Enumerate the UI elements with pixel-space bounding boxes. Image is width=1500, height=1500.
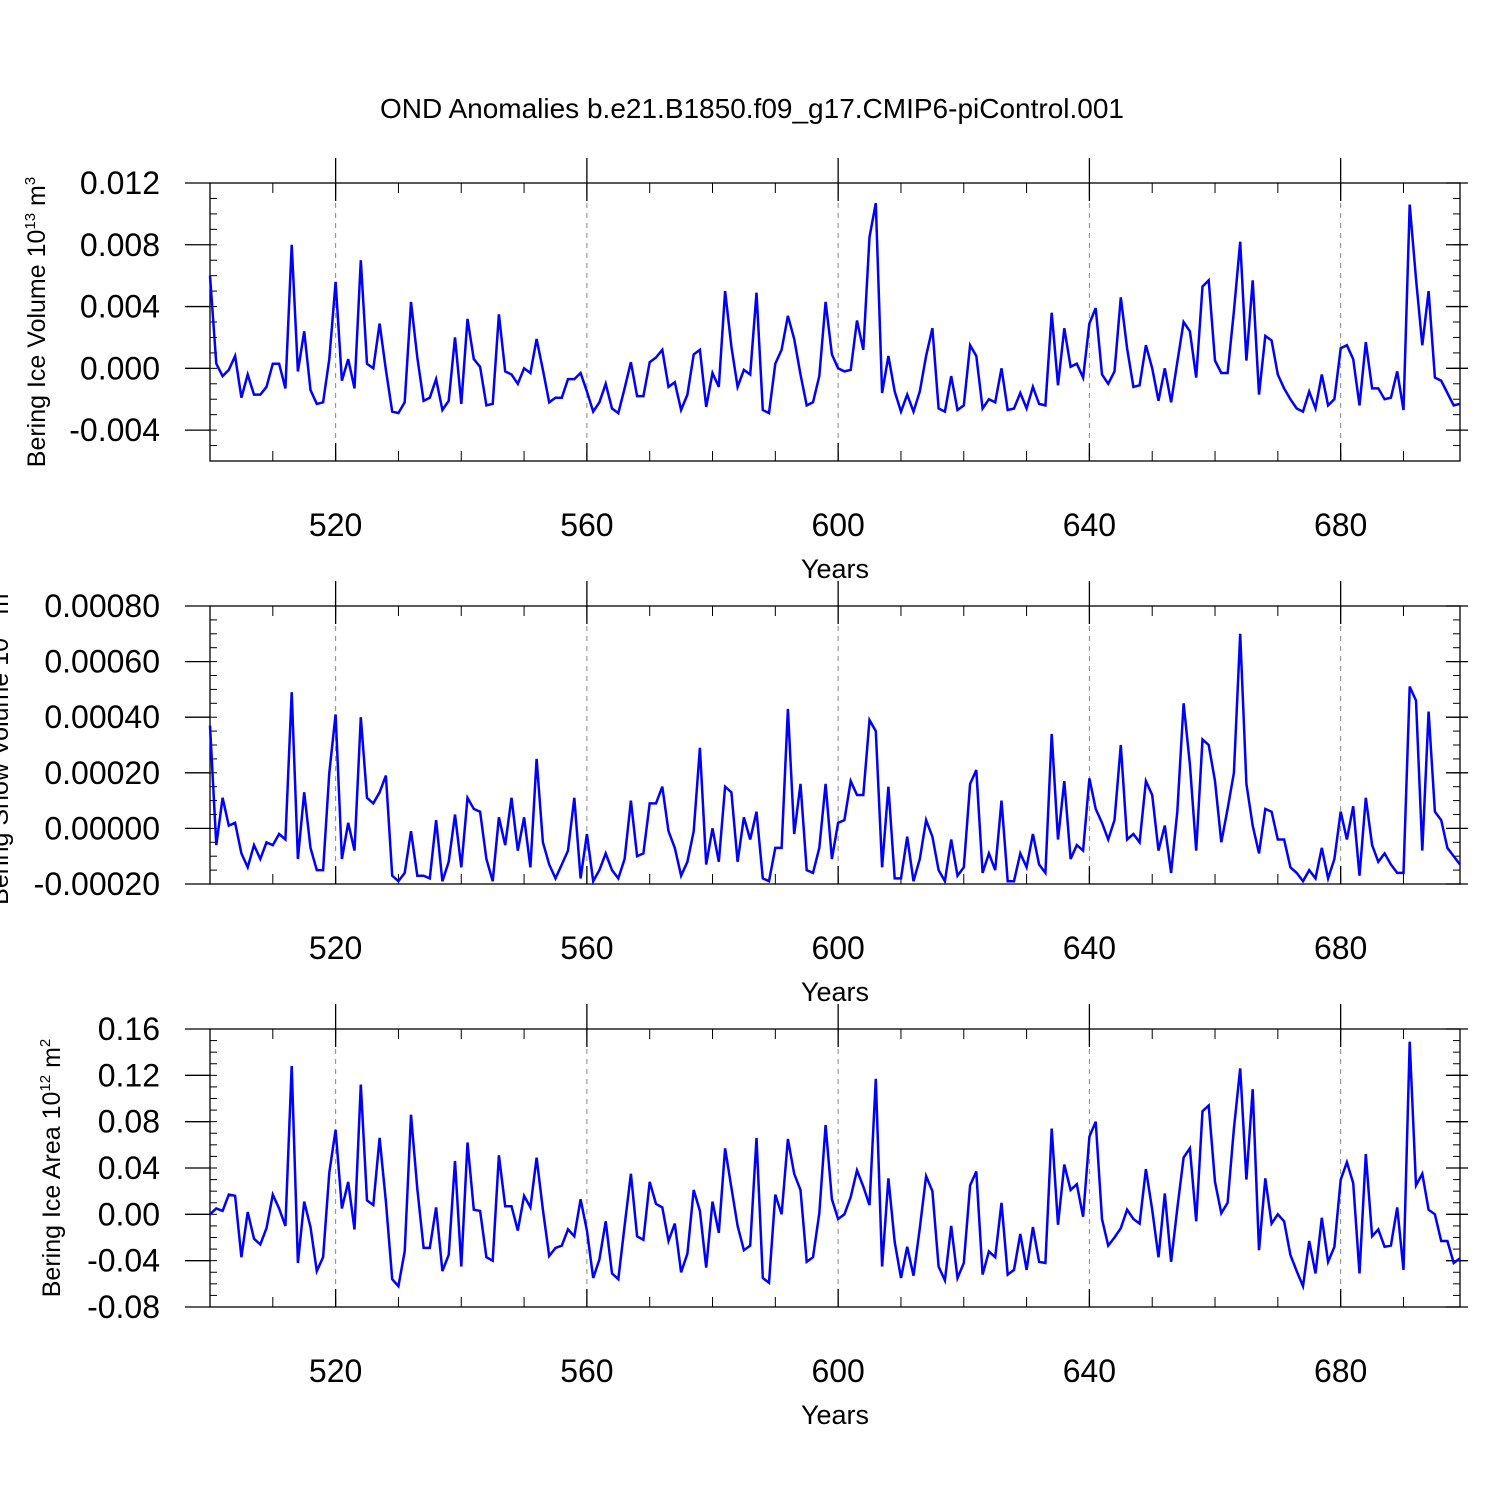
snow-volume-x-tick-label: 560 xyxy=(560,930,613,966)
ice-area-y-tick-label: 0.12 xyxy=(98,1057,160,1093)
ice-area-y-tick-label: -0.08 xyxy=(87,1289,160,1325)
ice-volume-y-tick-label: 0.008 xyxy=(80,227,160,263)
snow-volume-y-axis-label: Bering Snow Volume 1013 m3 xyxy=(0,585,14,905)
snow-volume-panel: Bering Snow Volume 1013 m3 Years -0.0002… xyxy=(0,581,1468,1007)
snow-volume-y-tick-label: 0.00020 xyxy=(44,755,160,791)
ice-volume-y-tick-label: -0.004 xyxy=(69,412,160,448)
snow-volume-x-axis-label: Years xyxy=(801,977,869,1007)
snow-volume-y-tick-label: 0.00000 xyxy=(44,810,160,846)
ice-area-y-tick-label: 0.08 xyxy=(98,1104,160,1140)
ice-area-x-tick-label: 520 xyxy=(309,1353,362,1389)
ice-volume-x-tick-label: 560 xyxy=(560,507,613,543)
ice-area-panel: Bering Ice Area 1012 m2 Years -0.08 -0.04… xyxy=(37,1004,1468,1430)
ice-volume-y-tick-label: 0.004 xyxy=(80,289,160,325)
ice-volume-y-axis-label: Bering Ice Volume 1013 m3 xyxy=(22,177,51,467)
ice-area-x-tick-label: 640 xyxy=(1063,1353,1116,1389)
ice-volume-panel: Bering Ice Volume 1013 m3 Years -0.004 0.… xyxy=(22,158,1468,584)
snow-volume-x-tick-label: 520 xyxy=(309,930,362,966)
ice-volume-x-tick-label: 600 xyxy=(811,507,864,543)
ice-area-y-tick-label: -0.04 xyxy=(87,1243,160,1279)
ice-area-series-line xyxy=(209,1041,1461,1291)
ice-area-y-tick-label: 0.16 xyxy=(98,1011,160,1047)
snow-volume-y-tick-label: 0.00040 xyxy=(44,699,160,735)
snow-volume-x-tick-label: 640 xyxy=(1063,930,1116,966)
ice-area-y-tick-label: 0.00 xyxy=(98,1196,160,1232)
snow-volume-series-line xyxy=(208,633,1461,886)
ice-volume-x-tick-label: 520 xyxy=(309,507,362,543)
ice-area-y-axis-label: Bering Ice Area 1012 m2 xyxy=(37,1039,66,1298)
snow-volume-x-tick-label: 680 xyxy=(1314,930,1367,966)
ice-volume-series-line xyxy=(208,202,1461,416)
ice-volume-x-tick-label: 680 xyxy=(1314,507,1367,543)
ice-area-x-tick-label: 560 xyxy=(560,1353,613,1389)
ice-volume-y-tick-label: 0.000 xyxy=(80,350,160,386)
snow-volume-y-tick-label: 0.00080 xyxy=(44,588,160,624)
snow-volume-y-tick-label: -0.00020 xyxy=(34,866,160,902)
snow-volume-x-tick-label: 600 xyxy=(811,930,864,966)
figure-title: OND Anomalies b.e21.B1850.f09_g17.CMIP6-… xyxy=(380,93,1124,124)
ice-volume-x-axis-label: Years xyxy=(801,554,869,584)
ice-area-x-axis-label: Years xyxy=(801,1400,869,1430)
ice-volume-x-tick-label: 640 xyxy=(1063,507,1116,543)
ice-area-y-tick-label: 0.04 xyxy=(98,1150,160,1186)
ice-area-plot-frame xyxy=(209,1028,1461,1308)
ice-volume-plot-frame xyxy=(209,182,1461,462)
ice-area-x-tick-label: 600 xyxy=(811,1353,864,1389)
ice-volume-y-tick-label: 0.012 xyxy=(80,165,160,201)
ice-area-x-tick-label: 680 xyxy=(1314,1353,1367,1389)
snow-volume-y-tick-label: 0.00060 xyxy=(44,644,160,680)
